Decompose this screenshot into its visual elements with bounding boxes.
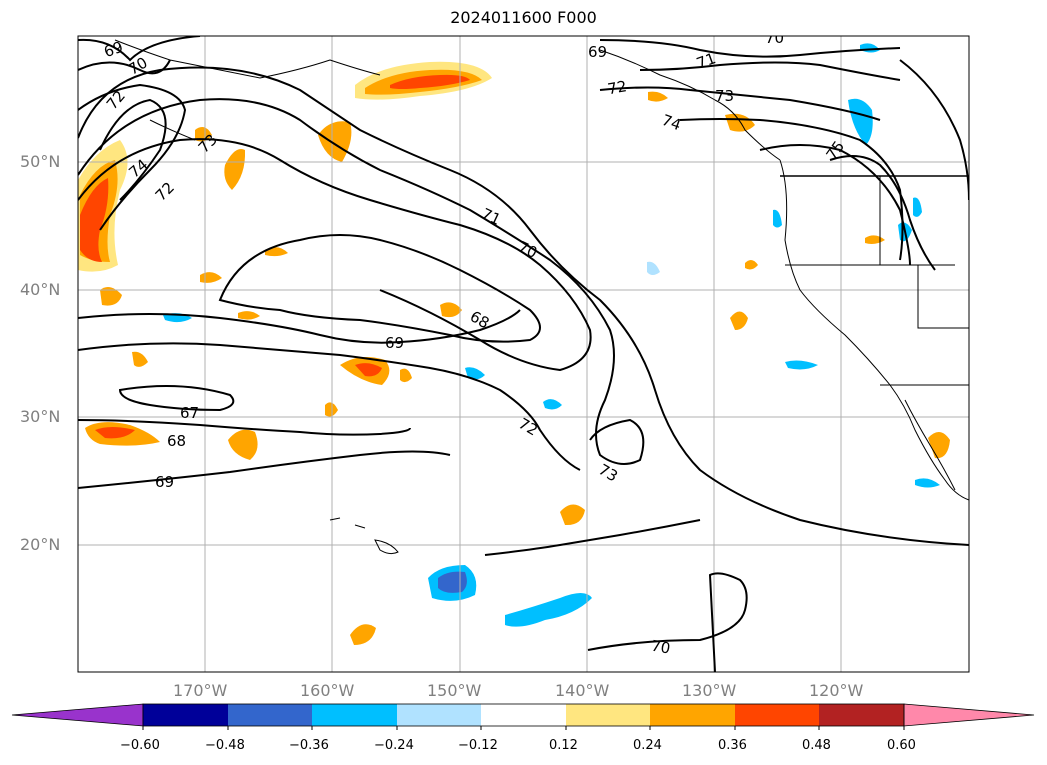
contour-label: 72 — [606, 77, 628, 98]
contour-label: 68 — [467, 307, 493, 332]
contour-label: 69 — [101, 38, 125, 61]
map-title: 2024011600 F000 — [450, 8, 597, 27]
height-contours — [78, 36, 969, 672]
negative-anomaly-shading — [163, 43, 940, 627]
contour-label: 72 — [515, 414, 541, 439]
colorbar-tick-label: −0.36 — [289, 738, 329, 753]
contour-label: 71 — [479, 205, 504, 229]
contour-label: 70 — [765, 29, 784, 47]
contour-label: 68 — [167, 432, 186, 450]
lon-label-140w: 140°W — [555, 681, 610, 700]
contour-label: 70 — [125, 54, 151, 79]
lat-label-20n: 20°N — [20, 535, 61, 554]
contour-label: 73 — [715, 87, 734, 105]
lon-label-150w: 150°W — [427, 681, 482, 700]
lat-label-40n: 40°N — [20, 280, 61, 299]
contour-label: 70 — [650, 637, 672, 658]
contour-label: 70 — [515, 238, 540, 262]
lon-label-120w: 120°W — [809, 681, 864, 700]
lat-label-50n: 50°N — [20, 152, 61, 171]
lon-label-170w: 170°W — [173, 681, 228, 700]
colorbar-tick-label: −0.12 — [458, 738, 498, 753]
colorbar-tick-label: 0.36 — [718, 738, 747, 753]
coastlines — [114, 39, 969, 555]
contour-label: 74 — [125, 156, 151, 182]
lat-label-30n: 30°N — [20, 407, 61, 426]
contour-label: 71 — [694, 49, 718, 72]
colorbar — [11, 703, 1035, 730]
contour-label: 75 — [822, 137, 848, 163]
contour-label: 69 — [385, 334, 404, 352]
contour-label: 69 — [588, 43, 607, 61]
contour-label: 72 — [152, 178, 178, 204]
contour-label: 67 — [180, 404, 199, 422]
colorbar-tick-label: −0.48 — [205, 738, 245, 753]
colorbar-tick-label: 0.60 — [887, 738, 916, 753]
colorbar-tick-label: 0.48 — [802, 738, 831, 753]
colorbar-tick-label: 0.12 — [549, 738, 578, 753]
map-frame — [77, 35, 970, 673]
lon-label-130w: 130°W — [682, 681, 737, 700]
lon-label-160w: 160°W — [300, 681, 355, 700]
graticule — [78, 36, 969, 672]
colorbar-tick-label: −0.24 — [374, 738, 414, 753]
colorbar-tick-label: −0.60 — [120, 738, 160, 753]
colorbar-tick-label: 0.24 — [633, 738, 662, 753]
contour-label: 72 — [103, 87, 129, 113]
positive-anomaly-shading — [78, 61, 950, 645]
contour-label: 69 — [155, 473, 174, 491]
contour-label: 74 — [659, 111, 683, 134]
